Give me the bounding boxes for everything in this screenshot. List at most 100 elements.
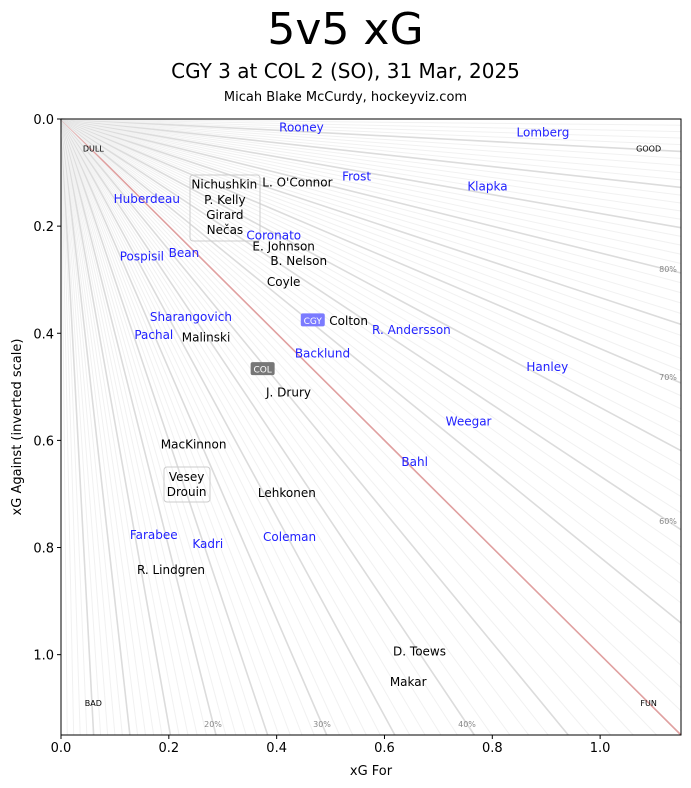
fan-line-86 xyxy=(60,118,682,220)
percent-label: 40% xyxy=(458,720,476,729)
fan-line-30 xyxy=(60,118,328,736)
fan-line-53 xyxy=(60,118,682,666)
fan-line-22 xyxy=(60,118,237,736)
fan-line-14 xyxy=(60,118,163,736)
y-tick-label: 0.0 xyxy=(33,113,54,128)
fan-line-10 xyxy=(60,118,131,736)
fan-line-38 xyxy=(60,118,442,736)
player-label: Weegar xyxy=(446,415,492,429)
player-label: Rooney xyxy=(279,121,324,135)
fan-line-21 xyxy=(60,118,227,736)
fan-line-3 xyxy=(60,118,81,736)
fan-line-74 xyxy=(60,118,682,336)
player-label: Vesey xyxy=(169,470,204,484)
fan-line-90 xyxy=(60,118,682,189)
x-tick-label: 0.2 xyxy=(158,741,179,756)
fan-line-51 xyxy=(60,118,682,712)
fan-line-79 xyxy=(60,118,682,284)
x-axis-label: xG For xyxy=(350,764,393,779)
fan-line-80 xyxy=(60,118,682,274)
fan-line-92 xyxy=(60,118,682,174)
player-label: Pospisil xyxy=(120,250,164,264)
y-tick-label: 0.4 xyxy=(33,327,54,342)
fan-line-4 xyxy=(60,118,88,736)
player-label: Huberdeau xyxy=(114,192,180,206)
percent-label: 60% xyxy=(659,517,677,526)
player-label: J. Drury xyxy=(265,386,311,400)
percent-label: 20% xyxy=(204,720,222,729)
fan-line-65 xyxy=(60,118,682,452)
percent-label: 80% xyxy=(659,265,677,274)
fan-line-87 xyxy=(60,118,682,212)
player-label: Klapka xyxy=(467,179,507,193)
fan-line-62 xyxy=(60,118,682,497)
fan-line-1 xyxy=(60,118,68,736)
fan-line-2 xyxy=(60,118,75,736)
fan-line-60 xyxy=(60,118,682,531)
fan-line-56 xyxy=(60,118,682,604)
fan-line-40 xyxy=(60,118,475,736)
even-line-50pct xyxy=(60,118,682,736)
player-label: Bean xyxy=(169,246,200,260)
player-label: Kadri xyxy=(192,537,223,551)
percent-label: 70% xyxy=(659,373,677,382)
fan-line-26 xyxy=(60,118,280,736)
player-label: P. Kelly xyxy=(204,193,245,207)
player-label: Coronato xyxy=(246,229,301,243)
fan-line-81 xyxy=(60,118,682,264)
label-group-box xyxy=(189,174,261,242)
fan-line-42 xyxy=(60,118,511,736)
fan-line-61 xyxy=(60,118,682,514)
fan-line-72 xyxy=(60,118,682,360)
fan-line-36 xyxy=(60,118,411,736)
player-label: R. Lindgren xyxy=(137,563,205,577)
player-label: Lehkonen xyxy=(258,486,316,500)
fan-line-45 xyxy=(60,118,569,736)
fan-line-99 xyxy=(60,118,682,126)
x-tick-label: 0.0 xyxy=(51,741,72,756)
team-badge-col xyxy=(250,362,275,376)
fan-line-97 xyxy=(60,118,682,139)
fan-line-52 xyxy=(60,118,682,688)
fan-line-43 xyxy=(60,118,530,736)
fan-line-6 xyxy=(60,118,102,736)
player-label: Farabee xyxy=(130,528,178,542)
fan-line-71 xyxy=(60,118,682,372)
chart-title: 5v5 xG xyxy=(267,4,424,55)
fan-line-16 xyxy=(60,118,180,736)
fan-line-83 xyxy=(60,118,682,246)
fan-line-28 xyxy=(60,118,303,736)
fan-line-20 xyxy=(60,118,217,736)
chart-subtitle: CGY 3 at COL 2 (SO), 31 Mar, 2025 xyxy=(171,59,520,83)
fan-line-23 xyxy=(60,118,247,736)
fan-line-54 xyxy=(60,118,682,645)
fan-line-29 xyxy=(60,118,315,736)
fan-line-48 xyxy=(60,118,634,736)
player-label: D. Toews xyxy=(393,644,446,658)
player-label: Malinski xyxy=(182,331,231,345)
fan-line-75 xyxy=(60,118,682,326)
player-label: Girard xyxy=(206,208,243,222)
y-tick-label: 0.6 xyxy=(33,434,54,449)
fan-line-95 xyxy=(60,118,682,153)
percent-label: 30% xyxy=(313,720,331,729)
fan-line-58 xyxy=(60,118,682,566)
fan-line-93 xyxy=(60,118,682,166)
fan-line-15 xyxy=(60,118,172,736)
fan-line-31 xyxy=(60,118,341,736)
fan-line-63 xyxy=(60,118,682,482)
fan-line-27 xyxy=(60,118,291,736)
fan-line-13 xyxy=(60,118,155,736)
player-label: Drouin xyxy=(167,485,207,499)
player-label: Colton xyxy=(329,314,368,328)
chart-credit: Micah Blake McCurdy, hockeyviz.com xyxy=(223,90,468,105)
fan-line-59 xyxy=(60,118,682,548)
fan-line-85 xyxy=(60,118,682,229)
player-label: Nečas xyxy=(207,223,244,237)
x-tick-label: 0.6 xyxy=(374,741,395,756)
fan-line-89 xyxy=(60,118,682,196)
fan-line-35 xyxy=(60,118,396,736)
fan-line-8 xyxy=(60,118,116,736)
player-label: Frost xyxy=(342,170,371,184)
